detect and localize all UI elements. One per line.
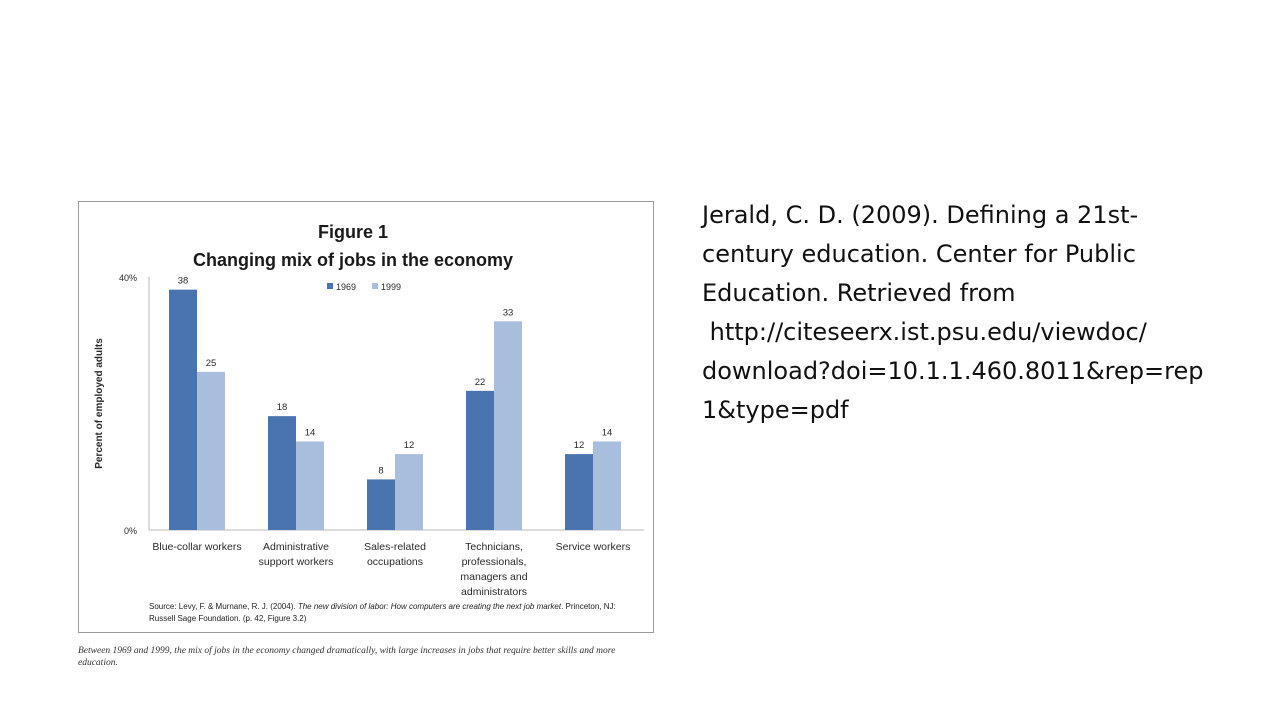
y-tick-label: 0% [124,526,137,536]
source-suffix: . Princeton, NJ: Russell Sage Foundation… [149,602,616,623]
bar-value-label: 18 [277,402,288,413]
x-category-label: Administrative [263,541,329,553]
bar-value-label: 38 [178,276,189,287]
bar-value-label: 12 [574,440,585,451]
bar-1969 [169,289,197,530]
x-category-label: administrators [461,586,527,598]
legend-label-1969: 1969 [336,282,356,292]
citation-line: Education. Retrieved from [702,279,1016,307]
bar-1999 [494,321,522,530]
x-category-label: professionals, [462,556,527,568]
bar-1999 [395,454,423,530]
bar-value-label: 8 [378,465,383,476]
y-axis-label: Percent of employed adults [94,338,105,469]
chart-title: Figure 1 [318,222,388,242]
source-note: Source: Levy, F. & Murnane, R. J. (2004)… [149,601,629,625]
citation-url-line: 1&type=pdf [702,396,849,424]
chart-subtitle: Changing mix of jobs in the economy [193,250,513,270]
citation-url-line: download?doi=10.1.1.460.8011&rep=rep [702,357,1204,385]
legend-label-1999: 1999 [381,282,401,292]
citation-text: Jerald, C. D. (2009). Defining a 21st- c… [702,196,1262,430]
bar-value-label: 14 [602,427,613,438]
citation-line: Jerald, C. D. (2009). Defining a 21st- [702,201,1139,229]
x-category-label: Blue-collar workers [152,541,241,553]
bar-value-label: 22 [475,377,486,388]
x-category-label: managers and [460,571,527,583]
bar-1999 [197,371,225,530]
bar-value-label: 33 [503,307,514,318]
citation-url-line: http://citeseerx.ist.psu.edu/viewdoc/ [702,318,1147,346]
bar-1969 [565,454,593,530]
bar-1969 [268,416,296,530]
figure-caption: Between 1969 and 1999, the mix of jobs i… [78,646,616,668]
bar-value-label: 12 [404,440,415,451]
x-category-label: Technicians, [465,541,523,553]
x-category-label: Service workers [556,541,631,553]
x-category-label: occupations [367,556,423,568]
bar-1969 [466,390,494,530]
citation-line: century education. Center for Public [702,240,1136,268]
legend-swatch-1969 [327,283,333,289]
legend-swatch-1999 [372,283,378,289]
x-category-label: Sales-related [364,541,426,553]
bar-1999 [296,441,324,530]
bar-value-label: 25 [206,358,217,369]
figure-frame: Figure 1 Changing mix of jobs in the econ… [78,201,654,633]
bar-1999 [593,441,621,530]
y-tick-label: 40% [119,273,137,283]
source-title: The new division of labor: How computers… [297,602,562,611]
source-prefix: Source: Levy, F. & Murnane, R. J. (2004)… [149,602,298,611]
bar-value-label: 14 [305,427,316,438]
bar-chart: Figure 1 Changing mix of jobs in the econ… [94,222,644,598]
bar-1969 [367,479,395,530]
x-category-label: support workers [259,556,334,568]
